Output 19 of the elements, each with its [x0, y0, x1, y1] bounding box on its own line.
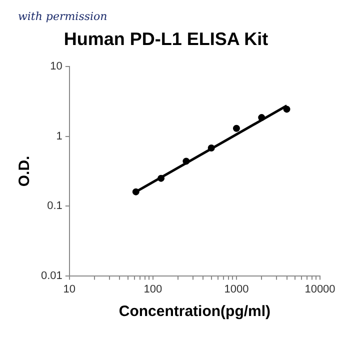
x-tick-label: 10: [63, 283, 76, 296]
point: [182, 158, 190, 165]
y-tick-label: 1: [56, 130, 62, 142]
point: [258, 114, 266, 122]
y-tick-label: 0.1: [47, 200, 62, 212]
y-axis-title: O.D.: [16, 156, 34, 187]
y-tick-label: 10: [50, 60, 62, 73]
x-tick-label: 100: [144, 283, 162, 296]
point: [158, 174, 165, 182]
x-tick-label: 1000: [224, 283, 249, 296]
point: [208, 144, 215, 152]
x-tick-label: 10000: [304, 283, 336, 296]
x-axis-title: Concentration(pg/ml): [118, 303, 271, 320]
chart-title: Human PD-L1 ELISA Kit: [64, 28, 268, 49]
point: [132, 188, 140, 196]
y-tick-label: 0.01: [40, 270, 62, 282]
point: [283, 106, 290, 113]
text: with permission: [17, 9, 108, 25]
point: [232, 124, 240, 132]
